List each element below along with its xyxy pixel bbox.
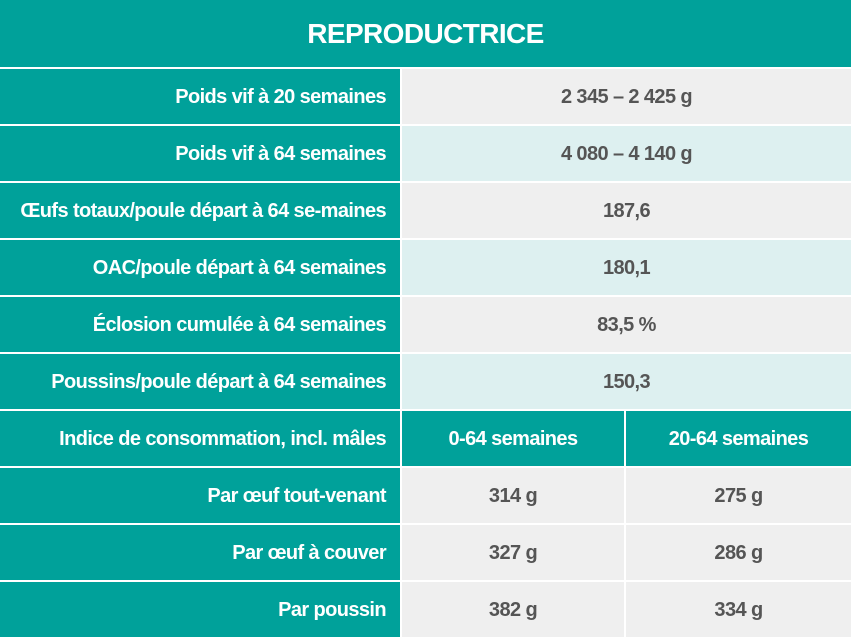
- column-header: 0-64 semaines: [402, 411, 626, 468]
- row-value: 327 g: [402, 525, 626, 582]
- consumption-row: Par poussin 382 g 334 g: [0, 582, 853, 639]
- row-label: Indice de consommation, incl. mâles: [0, 411, 402, 468]
- table-row: Œufs totaux/poule départ à 64 se-maines 1…: [0, 183, 853, 240]
- row-value: 275 g: [626, 468, 853, 525]
- consumption-row: Par œuf à couver 327 g 286 g: [0, 525, 853, 582]
- row-label: Poids vif à 20 semaines: [0, 69, 402, 126]
- row-value: 180,1: [402, 240, 853, 297]
- row-value: 150,3: [402, 354, 853, 411]
- table-row: Poids vif à 20 semaines 2 345 – 2 425 g: [0, 69, 853, 126]
- consumption-row: Par œuf tout-venant 314 g 275 g: [0, 468, 853, 525]
- consumption-header-row: Indice de consommation, incl. mâles 0-64 …: [0, 411, 853, 468]
- title-row: REPRODUCTRICE: [0, 0, 853, 69]
- column-header: 20-64 semaines: [626, 411, 853, 468]
- row-label: Poussins/poule départ à 64 semaines: [0, 354, 402, 411]
- table-row: OAC/poule départ à 64 semaines 180,1: [0, 240, 853, 297]
- row-value: 382 g: [402, 582, 626, 639]
- row-label: Par œuf tout-venant: [0, 468, 402, 525]
- row-value: 314 g: [402, 468, 626, 525]
- row-label: OAC/poule départ à 64 semaines: [0, 240, 402, 297]
- row-value: 2 345 – 2 425 g: [402, 69, 853, 126]
- table-row: Poussins/poule départ à 64 semaines 150,3: [0, 354, 853, 411]
- row-value: 187,6: [402, 183, 853, 240]
- row-value: 4 080 – 4 140 g: [402, 126, 853, 183]
- table-row: Poids vif à 64 semaines 4 080 – 4 140 g: [0, 126, 853, 183]
- row-value: 334 g: [626, 582, 853, 639]
- row-label: Par œuf à couver: [0, 525, 402, 582]
- row-label: Poids vif à 64 semaines: [0, 126, 402, 183]
- row-value: 286 g: [626, 525, 853, 582]
- table-title: REPRODUCTRICE: [0, 0, 853, 69]
- row-value: 83,5 %: [402, 297, 853, 354]
- table-row: Éclosion cumulée à 64 semaines 83,5 %: [0, 297, 853, 354]
- row-label: Éclosion cumulée à 64 semaines: [0, 297, 402, 354]
- row-label: Œufs totaux/poule départ à 64 se-maines: [0, 183, 402, 240]
- row-label: Par poussin: [0, 582, 402, 639]
